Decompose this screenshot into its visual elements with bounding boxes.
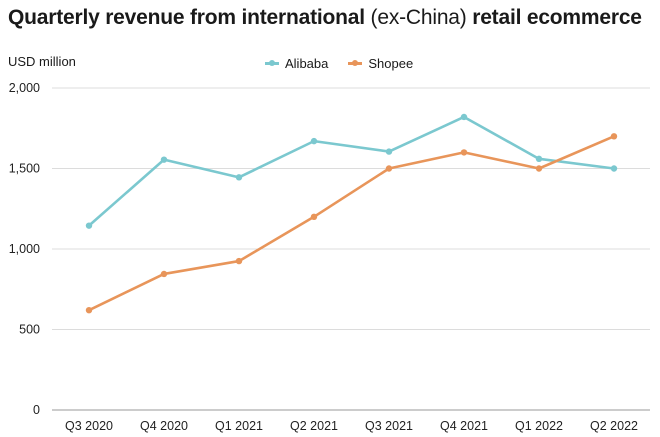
data-point-alibaba	[535, 155, 543, 163]
title-tail: retail ecommerce	[472, 6, 642, 29]
x-tick-label: Q2 2022	[590, 419, 638, 433]
y-tick-label: 1,500	[9, 162, 40, 176]
title-paren: (ex-China)	[370, 6, 467, 29]
series-line-shopee	[87, 135, 616, 312]
legend-swatch-alibaba	[265, 60, 279, 66]
data-point-alibaba	[310, 137, 318, 145]
data-point-alibaba	[235, 174, 243, 181]
x-tick-label: Q3 2020	[65, 419, 113, 433]
x-tick-label: Q3 2021	[365, 419, 413, 433]
legend: Alibaba Shopee	[265, 56, 413, 71]
legend-swatch-shopee	[348, 60, 363, 66]
y-tick-label: 0	[33, 403, 40, 417]
y-tick-label: 500	[19, 323, 40, 337]
x-tick-label: Q1 2021	[215, 419, 263, 433]
x-tick-label: Q4 2020	[140, 419, 188, 433]
data-point-shopee	[385, 165, 393, 172]
data-point-shopee	[160, 270, 168, 278]
x-tick-label: Q4 2021	[440, 419, 488, 433]
data-point-shopee	[310, 213, 318, 220]
data-point-alibaba	[160, 156, 168, 163]
y-axis-label: USD million	[8, 54, 76, 69]
data-point-shopee	[610, 133, 618, 140]
legend-label-alibaba: Alibaba	[285, 56, 329, 71]
data-point-alibaba	[610, 165, 618, 172]
data-point-alibaba	[85, 222, 93, 229]
x-tick-label: Q2 2021	[290, 419, 338, 433]
data-point-shopee	[535, 165, 543, 172]
y-tick-label: 1,000	[9, 242, 40, 256]
data-point-alibaba	[385, 148, 393, 155]
y-tick-label: 2,000	[9, 81, 40, 95]
data-point-shopee	[460, 149, 468, 156]
legend-label-shopee: Shopee	[368, 56, 414, 71]
series-line-alibaba	[87, 115, 616, 227]
legend-item-shopee: Shopee	[348, 56, 413, 71]
data-point-alibaba	[460, 113, 468, 121]
title-main: Quarterly revenue from international	[8, 6, 365, 29]
x-tick-label: Q1 2022	[515, 419, 563, 433]
data-point-shopee	[85, 306, 93, 314]
data-point-shopee	[235, 257, 243, 265]
legend-item-alibaba: Alibaba	[265, 56, 328, 71]
chart-title: Quarterly revenue from international (ex…	[8, 6, 642, 30]
